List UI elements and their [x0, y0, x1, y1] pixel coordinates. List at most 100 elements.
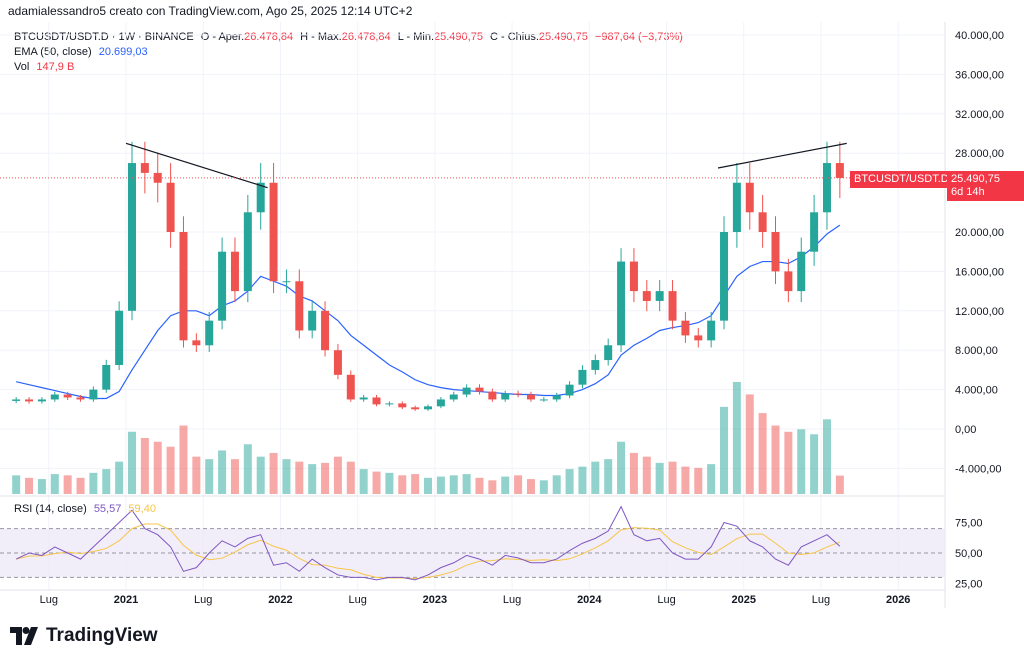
- candle: [655, 291, 664, 301]
- volume-bar: [526, 479, 535, 494]
- volume-bar: [681, 466, 690, 494]
- time-tick-label: Lug: [348, 594, 366, 606]
- volume-bar: [115, 461, 124, 494]
- high-label: H - Max.: [300, 31, 342, 43]
- logo-text: TradingView: [46, 625, 158, 646]
- candle: [488, 391, 497, 400]
- volume-legend[interactable]: Vol 147,9 B: [14, 61, 78, 73]
- volume-bar: [89, 472, 98, 494]
- volume-bar: [166, 446, 175, 494]
- volume-bar: [514, 475, 523, 494]
- candle: [732, 182, 741, 232]
- rsi-ma-line: [16, 523, 841, 580]
- volume-bar: [552, 475, 561, 494]
- open-label: O - Aper.: [200, 31, 245, 43]
- time-tick-label: Lug: [40, 594, 58, 606]
- candle: [784, 271, 793, 292]
- rsi-value: 55,57: [93, 503, 122, 515]
- candle: [552, 395, 561, 400]
- rsi-tick-label: 50,00: [955, 548, 983, 560]
- candle: [591, 360, 600, 370]
- close-label: C - Chius.: [490, 31, 539, 43]
- volume-bar: [694, 467, 703, 494]
- price-chart[interactable]: 40.000,00 36.000,00 32.000,00 28.000,00 20.0…: [0, 0, 1024, 620]
- candle: [797, 251, 806, 292]
- candle: [128, 163, 136, 311]
- candle: [63, 394, 72, 398]
- volume-bar: [810, 434, 819, 494]
- candle: [462, 387, 471, 395]
- candle: [526, 394, 535, 400]
- candle: [771, 232, 780, 272]
- candle: [295, 281, 304, 331]
- volume-bar: [218, 450, 227, 494]
- volume-bar: [784, 431, 793, 494]
- ema-legend[interactable]: EMA (50, close) 20.699,03: [14, 46, 152, 58]
- candle: [230, 251, 239, 292]
- volume-bar: [835, 475, 844, 494]
- volume-bar: [295, 461, 304, 494]
- volume-bar: [758, 413, 767, 494]
- rsi-label: RSI (14, close): [14, 503, 87, 515]
- volume-bar: [707, 464, 716, 494]
- volume-bar: [720, 406, 729, 494]
- vol-label: Vol: [14, 61, 30, 73]
- low-value: 25.490,75: [434, 31, 483, 43]
- symbol-name[interactable]: BTCUSDT/USDT.D · 1W · BINANCE: [14, 31, 194, 43]
- candle: [76, 397, 85, 400]
- symbol-price-tag: BTCUSDT/USDT.D: [850, 171, 953, 188]
- last-price-tag: 25.490,75 6d 14h: [947, 171, 1024, 201]
- volume-bar: [205, 459, 214, 494]
- close-value: 25.490,75: [538, 31, 588, 43]
- volume-bar: [256, 456, 265, 494]
- price-tick-label: 40.000,00: [955, 30, 1004, 42]
- volume-bar: [449, 475, 458, 494]
- volume-bar: [50, 474, 59, 494]
- candle: [333, 350, 342, 375]
- time-tick-label: 2023: [423, 594, 447, 606]
- volume-bar: [243, 444, 252, 494]
- candle: [822, 163, 831, 213]
- candle: [617, 261, 626, 346]
- candle: [50, 394, 59, 400]
- candle: [835, 163, 844, 178]
- candle: [321, 310, 330, 351]
- candle: [694, 335, 703, 341]
- candle: [578, 369, 587, 385]
- rsi-legend[interactable]: RSI (14, close) 55,57 59,40: [14, 503, 160, 515]
- time-tick-label: Lug: [657, 594, 675, 606]
- volume-bar: [179, 425, 188, 494]
- candle: [668, 291, 677, 321]
- ema-label: EMA (50, close): [14, 46, 92, 58]
- volume-bar: [128, 431, 136, 494]
- candle: [604, 345, 613, 361]
- candle: [642, 291, 651, 301]
- volume-bar: [475, 477, 484, 494]
- tradingview-logo[interactable]: TradingView: [10, 625, 158, 647]
- volume-bar: [76, 477, 85, 494]
- candle: [192, 340, 201, 346]
- candle: [565, 384, 574, 396]
- volume-bar: [282, 459, 291, 494]
- time-tick-label: 2021: [114, 594, 138, 606]
- volume-bar: [501, 476, 510, 494]
- vol-value: 147,9 B: [36, 61, 75, 73]
- price-tick-label: 12.000,00: [955, 306, 1004, 318]
- low-label: L - Min.: [397, 31, 434, 43]
- high-value: 26.478,84: [341, 31, 391, 43]
- volume-bar: [617, 441, 626, 494]
- volume-bar: [63, 475, 72, 494]
- tradingview-logo-icon: [10, 627, 38, 645]
- trendline: [717, 142, 847, 169]
- candle: [153, 172, 162, 183]
- volume-bar: [153, 441, 162, 494]
- volume-bar: [37, 479, 46, 494]
- price-tick-label: 36.000,00: [955, 69, 1004, 81]
- time-tick-label: Lug: [503, 594, 521, 606]
- candle: [359, 397, 368, 400]
- price-tick-label: -4.000,00: [955, 463, 1001, 475]
- volume-bar: [565, 469, 574, 494]
- last-price: 25.490,75: [951, 173, 1000, 185]
- time-tick-label: 2024: [577, 594, 602, 606]
- candle: [449, 394, 458, 400]
